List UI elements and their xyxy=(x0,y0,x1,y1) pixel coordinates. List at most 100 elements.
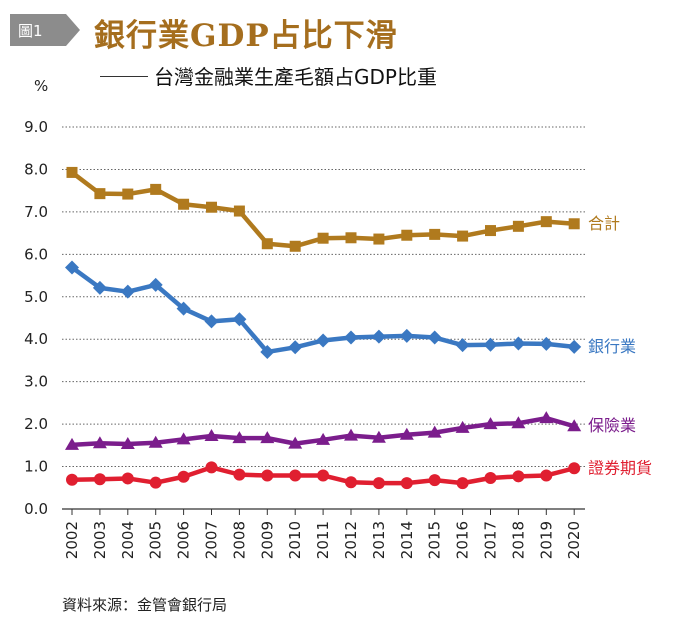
data-point xyxy=(205,461,218,474)
data-point xyxy=(260,344,275,359)
data-point xyxy=(261,238,273,250)
data-point xyxy=(92,280,107,295)
x-tick-label: 2016 xyxy=(454,521,472,559)
y-tick-label: 8.0 xyxy=(24,160,48,178)
x-tick-label: 2006 xyxy=(175,521,193,559)
data-point xyxy=(371,329,386,344)
x-tick-label: 2020 xyxy=(565,521,583,559)
data-point xyxy=(260,431,275,444)
x-tick-label: 2002 xyxy=(63,521,81,559)
x-tick-label: 2013 xyxy=(370,521,388,559)
y-tick-label: 2.0 xyxy=(24,415,48,433)
data-point xyxy=(568,218,580,230)
data-point xyxy=(66,166,78,178)
y-axis-unit: % xyxy=(34,77,49,95)
y-tick-label: 6.0 xyxy=(24,245,48,263)
series-label: 合計 xyxy=(588,214,620,233)
data-point xyxy=(568,462,581,475)
data-point xyxy=(288,340,303,355)
data-point xyxy=(204,314,219,329)
data-point xyxy=(261,469,274,482)
data-point xyxy=(148,435,163,448)
data-point xyxy=(371,430,386,443)
data-point xyxy=(483,417,498,430)
series-label: 保險業 xyxy=(588,416,636,435)
data-point xyxy=(232,312,247,327)
y-tick-label: 9.0 xyxy=(24,118,48,136)
data-point xyxy=(233,205,245,217)
data-point xyxy=(65,260,79,275)
data-point xyxy=(512,470,525,483)
source-note: 資料來源：金管會銀行局 xyxy=(62,596,228,614)
chart-title: 銀行業GDP占比下滑 xyxy=(94,18,398,54)
data-point xyxy=(344,330,358,345)
data-point xyxy=(148,277,163,292)
data-point xyxy=(345,232,357,244)
data-point xyxy=(344,428,358,441)
x-tick-label: 2003 xyxy=(91,521,109,559)
data-point xyxy=(455,420,470,433)
data-point xyxy=(428,474,441,487)
data-point xyxy=(316,432,331,445)
data-point xyxy=(121,472,134,485)
data-point xyxy=(484,472,497,485)
data-point xyxy=(483,337,498,352)
data-point xyxy=(511,336,526,351)
data-point xyxy=(399,427,414,440)
x-tick-label: 2018 xyxy=(509,521,527,559)
chart-subtitle: 台灣金融業生產毛額占GDP比重 xyxy=(154,65,437,89)
data-point xyxy=(176,432,191,445)
data-point xyxy=(511,416,526,429)
data-point xyxy=(457,230,469,242)
data-point xyxy=(233,468,246,481)
data-point xyxy=(92,436,107,449)
x-tick-label: 2010 xyxy=(286,521,304,559)
x-tick-label: 2017 xyxy=(482,521,500,559)
data-point xyxy=(232,431,247,444)
data-point xyxy=(317,469,330,482)
data-point xyxy=(485,225,496,237)
badge-shape xyxy=(10,14,80,46)
x-tick-label: 2007 xyxy=(203,521,221,559)
data-point xyxy=(372,477,385,490)
data-point xyxy=(178,198,190,210)
data-point xyxy=(120,284,135,299)
data-point xyxy=(206,201,217,213)
data-point xyxy=(177,470,190,483)
y-tick-label: 7.0 xyxy=(24,203,48,221)
data-point xyxy=(567,419,582,432)
data-point xyxy=(93,473,106,486)
data-point xyxy=(427,330,442,345)
data-point xyxy=(540,216,552,228)
data-point xyxy=(400,477,413,490)
x-tick-label: 2012 xyxy=(342,521,360,559)
data-point xyxy=(66,473,78,486)
data-point xyxy=(120,437,135,450)
y-tick-label: 0.0 xyxy=(24,500,48,518)
data-point xyxy=(176,301,191,316)
data-point xyxy=(512,220,524,232)
x-tick-label: 2004 xyxy=(119,521,137,559)
data-point xyxy=(289,469,302,482)
data-point xyxy=(399,328,414,343)
y-tick-label: 5.0 xyxy=(24,288,48,306)
series-label: 證券期貨 xyxy=(588,458,652,477)
data-point xyxy=(456,477,469,490)
data-point xyxy=(149,476,162,489)
data-point xyxy=(567,339,582,354)
data-point xyxy=(316,333,331,348)
y-tick-label: 1.0 xyxy=(24,458,48,476)
x-tick-label: 2005 xyxy=(147,521,165,559)
chart-subtitle-row: 台灣金融業生產毛額占GDP比重 xyxy=(100,61,437,90)
subtitle-dash xyxy=(100,75,148,78)
data-point xyxy=(429,228,441,240)
data-point xyxy=(427,425,442,438)
data-point xyxy=(288,436,303,449)
x-tick-label: 2009 xyxy=(258,521,276,559)
data-point xyxy=(373,233,385,245)
data-point xyxy=(122,188,134,200)
x-tick-label: 2019 xyxy=(537,521,555,559)
x-tick-label: 2015 xyxy=(426,521,444,559)
data-point xyxy=(539,336,554,351)
x-tick-label: 2014 xyxy=(398,521,416,559)
